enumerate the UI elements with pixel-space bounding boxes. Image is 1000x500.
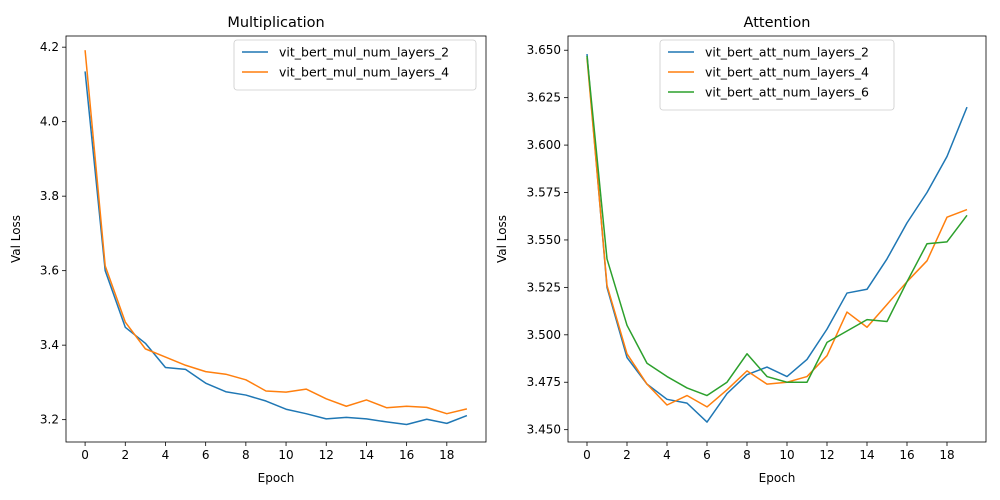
- multiplication-x-tick-label: 12: [319, 448, 334, 462]
- attention-legend-label-2: vit_bert_att_num_layers_4: [705, 65, 869, 80]
- multiplication-y-tick-label: 3.6: [40, 264, 59, 278]
- attention-y-tick-label: 3.625: [527, 91, 561, 105]
- multiplication-x-tick-label: 4: [162, 448, 170, 462]
- multiplication-y-tick-label: 4.2: [40, 40, 59, 54]
- multiplication-y-tick-label: 4.0: [40, 115, 59, 129]
- attention-x-tick-label: 14: [859, 448, 874, 462]
- multiplication-panel: Multiplication 0 2 4 6 8 10 12 14 16 18 3.2 3.4 3.6 3.…: [9, 15, 487, 485]
- attention-series-line-2: [586, 57, 968, 408]
- attention-y-axis-label: Val Loss: [495, 215, 509, 263]
- attention-y-tick-label: 3.550: [527, 233, 561, 247]
- attention-y-tick-label: 3.475: [527, 375, 561, 389]
- multiplication-axes-frame: [65, 35, 487, 443]
- multiplication-x-tick-label: 14: [359, 448, 374, 462]
- multiplication-legend-label-2: vit_bert_mul_num_layers_4: [279, 65, 449, 80]
- attention-x-tick-label: 16: [899, 448, 914, 462]
- attention-axes-frame: [567, 35, 987, 443]
- multiplication-x-tick-label: 2: [121, 448, 129, 462]
- multiplication-y-tick-label: 3.4: [40, 338, 59, 352]
- attention-x-tick-label: 18: [939, 448, 954, 462]
- multiplication-series-line-2: [84, 50, 468, 415]
- attention-y-tick-label: 3.450: [527, 423, 561, 437]
- multiplication-x-tick-label: 18: [439, 448, 454, 462]
- attention-x-tick-label: 12: [819, 448, 834, 462]
- attention-x-tick-label: 0: [583, 448, 591, 462]
- attention-legend-label-3: vit_bert_att_num_layers_6: [705, 85, 869, 100]
- attention-x-tick-label: 2: [623, 448, 631, 462]
- multiplication-x-tick-label: 16: [399, 448, 414, 462]
- attention-legend-label-1: vit_bert_att_num_layers_2: [705, 45, 869, 60]
- multiplication-x-tick-label: 0: [81, 448, 89, 462]
- attention-y-tick-label: 3.650: [527, 43, 561, 57]
- multiplication-series-line-1: [84, 71, 468, 426]
- attention-y-tick-label: 3.500: [527, 328, 561, 342]
- attention-chart-title: Attention: [744, 15, 811, 31]
- multiplication-y-tick-label: 3.2: [40, 413, 59, 427]
- attention-y-tick-label: 3.525: [527, 280, 561, 294]
- attention-y-tick-label: 3.600: [527, 138, 561, 152]
- multiplication-x-tick-label: 10: [278, 448, 293, 462]
- attention-x-tick-label: 8: [743, 448, 751, 462]
- multiplication-legend-box: [233, 39, 477, 91]
- attention-series-line-3: [586, 55, 968, 397]
- attention-x-tick-label: 4: [663, 448, 671, 462]
- multiplication-x-tick-label: 8: [242, 448, 250, 462]
- attention-x-axis-label: Epoch: [759, 471, 796, 485]
- attention-x-tick-label: 10: [779, 448, 794, 462]
- attention-x-tick-label: 6: [703, 448, 711, 462]
- multiplication-y-tick-label: 3.8: [40, 189, 59, 203]
- attention-y-tick-label: 3.575: [527, 186, 561, 200]
- multiplication-legend-label-1: vit_bert_mul_num_layers_2: [279, 45, 449, 60]
- multiplication-x-tick-label: 6: [202, 448, 210, 462]
- attention-panel: Attention 0 2 4 6 8 10 12 14 16 18 3.450 3.475 3.500 3…: [495, 15, 987, 485]
- multiplication-y-axis-label: Val Loss: [9, 215, 23, 263]
- attention-legend-box: [659, 39, 895, 111]
- multiplication-x-axis-label: Epoch: [258, 471, 295, 485]
- multiplication-chart-title: Multiplication: [227, 15, 324, 31]
